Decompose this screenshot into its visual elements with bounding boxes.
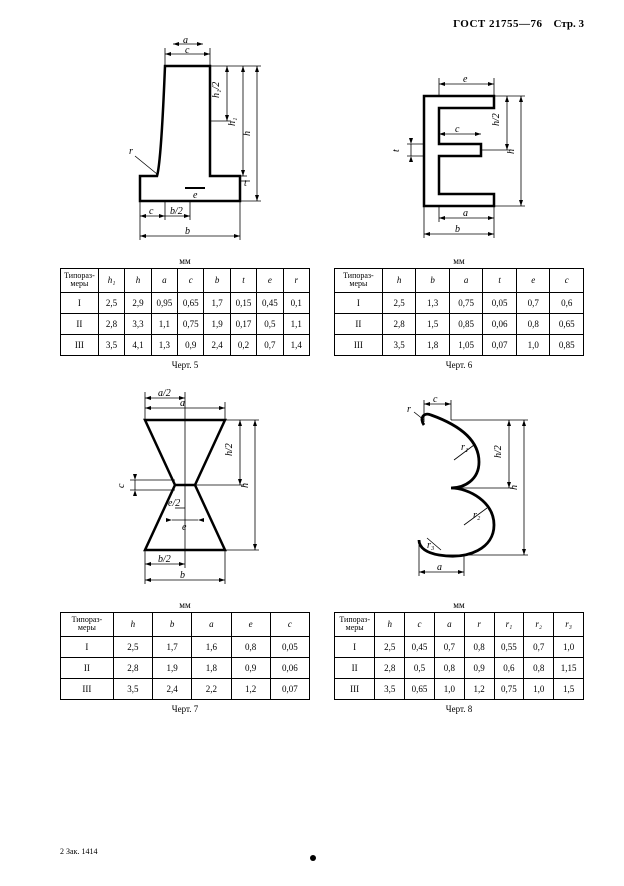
fig5-diagram: a c h₁/2 h₁ h r e t c b/2 b [85,36,285,246]
fig8-caption: Черт. 8 [334,704,584,714]
fig7-label-b: b [180,570,185,581]
fig6-block: e c h/2 h t a b [334,66,584,246]
fig8-table: Типораз- меры h c a r r₁ r₂ r₃ I2,50,450… [334,612,584,700]
footer-text: 2 Зак. 1414 [60,847,97,856]
fig7-label-c: c [116,483,127,488]
fig8-label-a: a [437,562,442,573]
fig8-unit: мм [334,600,584,610]
fig7-diagram: a a/2 h/2 h c e/2 e b/2 b [90,380,280,590]
table-row: III3,52,42,21,20,07 [61,678,310,699]
fig7-label-a2: a/2 [158,388,171,399]
fig5-label-r: r [129,146,133,157]
fig5-label-h1: h₁ [227,118,238,126]
fig8-label-c: c [433,394,438,405]
fig8-label-r1: r₁ [461,442,468,453]
fig8-label-r2: r₂ [473,510,481,521]
fig6-table: Типораз- меры h b a t e c I2,51,30,750,0… [334,268,584,356]
fig7-label-a: a [180,398,185,409]
page-header: ГОСТ 21755—76 Стр. 3 [60,18,584,30]
table-row: I2,50,450,70,80,550,71,0 [335,636,584,657]
fig7-block: a a/2 h/2 h c e/2 e b/2 b [60,380,310,590]
fig7-label-h: h [240,483,251,488]
rowhead: Типораз- меры [335,269,383,293]
table-row: II2,80,50,80,90,60,81,15 [335,657,584,678]
fig7-caption: Черт. 7 [60,704,310,714]
table-row: I2,51,71,60,80,05 [61,636,310,657]
fig6-label-h: h [506,149,517,154]
fig6-label-e: e [463,74,468,85]
fig5-label-e: e [193,190,198,201]
fig5-label-b: b [185,226,190,237]
standard-number: ГОСТ 21755—76 [453,18,542,30]
fig8-block: c r r₁ r₂ r₃ h/2 h a [334,390,584,590]
fig6-label-t: t [391,149,402,152]
fig6-label-b: b [455,224,460,235]
fig7-label-e2: e/2 [168,498,180,509]
fig5-unit: мм [60,256,310,266]
table-row: III3,51,81,050,071,00,85 [335,334,584,355]
fig5-label-c: c [185,45,190,56]
fig5-label-b2: b/2 [170,206,183,217]
fig8-diagram: c r r₁ r₂ r₃ h/2 h a [369,390,549,590]
fig6-diagram: e c h/2 h t a b [369,66,549,246]
fig5-label-c2: c [149,206,154,217]
fig5-label-h12: h₁/2 [211,82,222,98]
page-number: Стр. 3 [554,18,584,30]
fig7-label-e: e [182,522,187,533]
fig5-block: a c h₁/2 h₁ h r e t c b/2 b [60,36,310,246]
fig8-label-r3: r₃ [427,540,435,551]
fig8-label-h: h [509,485,520,490]
table-row: I2,51,30,750,050,70,6 [335,292,584,313]
table-row: III3,50,651,01,20,751,01,5 [335,678,584,699]
fig7-unit: мм [60,600,310,610]
fig5-table: Типораз- меры h₁ h a c b t e r I2,52,90,… [60,268,310,356]
fig6-label-c: c [455,124,460,135]
fig6-label-h2: h/2 [491,113,502,126]
rowhead: Типораз- меры [61,269,99,293]
fig6-caption: Черт. 6 [334,360,584,370]
table-row: II2,83,31,10,751,90,170,51,1 [61,313,310,334]
fig8-label-r: r [407,404,411,415]
table-row: II2,81,91,80,90,06 [61,657,310,678]
fig6-unit: мм [334,256,584,266]
rowhead: Типораз- меры [61,612,114,636]
table-row: III3,54,11,30,92,40,20,71,4 [61,334,310,355]
table-row: II2,81,50,850,060,80,65 [335,313,584,334]
fig6-label-a: a [463,208,468,219]
page-dot [310,855,316,861]
fig7-label-b2: b/2 [158,554,171,565]
table-row: I2,52,90,950,651,70,150,450,1 [61,292,310,313]
fig7-label-h2: h/2 [224,443,235,456]
fig5-label-t: t [244,178,247,189]
fig5-caption: Черт. 5 [60,360,310,370]
fig5-label-h: h [242,131,253,136]
fig7-table: Типораз- меры h b a e c I2,51,71,60,80,0… [60,612,310,700]
fig8-label-h2: h/2 [493,445,504,458]
rowhead: Типораз- меры [335,612,375,636]
